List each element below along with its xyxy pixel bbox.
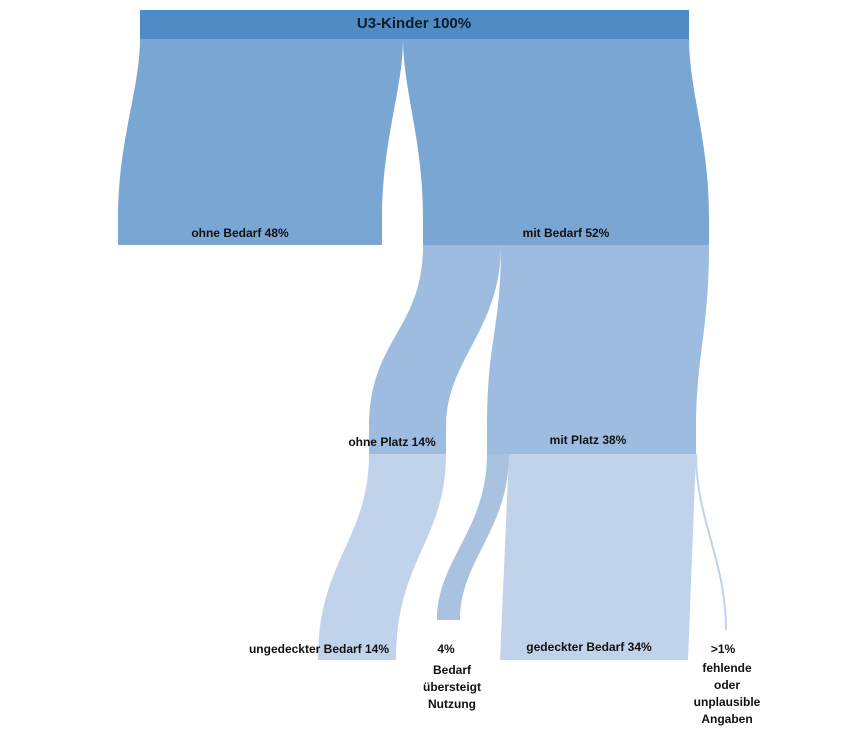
flow-gedeckt xyxy=(500,454,696,660)
flow-ohne-platz xyxy=(369,245,501,426)
uebersteigt-value-label: 4% xyxy=(437,642,455,656)
fehlend-line-1: fehlende xyxy=(702,661,752,675)
uebersteigt-description: Bedarf übersteigt Nutzung xyxy=(423,662,481,713)
ohne-platz-bar xyxy=(369,426,446,454)
ohne-bedarf-label: ohne Bedarf 48% xyxy=(191,226,289,240)
flow-fehlend xyxy=(695,453,727,631)
mit-platz-label: mit Platz 38% xyxy=(549,433,627,447)
mit-bedarf-label: mit Bedarf 52% xyxy=(522,226,610,240)
mit-bedarf-bar xyxy=(423,218,709,245)
flow-ohne-bedarf xyxy=(118,38,403,218)
mit-platz-bar xyxy=(487,426,696,454)
fehlend-value-label: >1% xyxy=(710,642,736,656)
ungedeckt-label: ungedeckter Bedarf 14% xyxy=(248,642,390,656)
flow-mit-bedarf xyxy=(403,38,709,218)
uebersteigt-line-1: Bedarf xyxy=(432,663,472,677)
gedeckt-label: gedeckter Bedarf 34% xyxy=(526,640,652,654)
flow-mit-platz xyxy=(487,245,709,426)
fehlend-line-4: Angaben xyxy=(701,712,753,726)
root-label: U3-Kinder 100% xyxy=(356,15,472,32)
fehlend-line-3: unplausible xyxy=(693,695,761,709)
flow-ungedeckt xyxy=(318,454,446,660)
uebersteigt-line-3: Nutzung xyxy=(428,697,476,711)
uebersteigt-line-2: übersteigt xyxy=(422,680,482,694)
ohne-bedarf-bar xyxy=(118,218,382,245)
root-bar xyxy=(140,10,689,39)
fehlend-description: fehlende oder unplausible Angaben xyxy=(694,660,761,728)
fehlend-line-2: oder xyxy=(713,678,740,692)
ohne-platz-label: ohne Platz 14% xyxy=(348,435,436,449)
flow-uebersteigt xyxy=(437,454,509,620)
